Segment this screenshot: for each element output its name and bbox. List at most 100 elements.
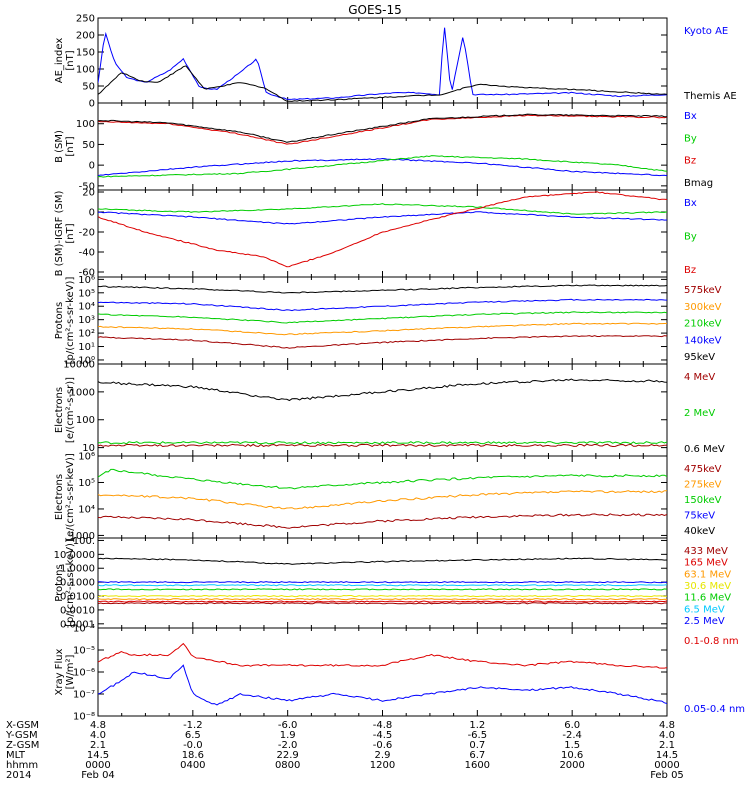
y-tick-label: 50	[82, 82, 95, 93]
panel-frame	[97, 627, 668, 717]
y-tick-label: 0	[89, 161, 95, 172]
legend-11-6-mev: 11.6 MeV	[684, 593, 731, 604]
y-tick-label: -60	[79, 268, 95, 279]
footer-value: 0.7	[469, 740, 485, 751]
y-tick-label: 1000	[70, 387, 95, 398]
series-line-by	[98, 155, 667, 178]
footer-value: 14.5	[656, 750, 678, 761]
legend-433-mev: 433 MeV	[684, 546, 728, 557]
panel-ae: 0 50 100 150 200 250 AE_index [nT] Kyoto AE Themi…	[54, 14, 737, 110]
panel-frame	[97, 17, 668, 104]
series-line-by	[98, 203, 667, 215]
panel-bsm: -50 0 50 100 B (SM) [nT] Bx By Bz Bmag	[54, 102, 713, 192]
y-tick-label: 50	[82, 140, 95, 151]
series-line-40kev	[98, 447, 667, 449]
series-line-150kev	[98, 468, 667, 490]
y-tick-label: 10⁻⁵	[73, 646, 95, 657]
y-axis-label: AE_index	[54, 38, 65, 84]
footer-value: 10.6	[561, 750, 583, 761]
series-line-575kev	[98, 335, 667, 349]
series-line-30-6-mev	[98, 594, 667, 598]
legend-bx: Bx	[684, 111, 697, 122]
y-tick-label: 10¹	[78, 342, 95, 353]
footer-row-label: MLT	[6, 750, 26, 761]
series-line-2-5-mev	[98, 581, 667, 584]
series-line-0-6-mev	[98, 378, 667, 402]
footer-value: Feb 04	[81, 770, 115, 781]
legend-6-5-mev: 6.5 MeV	[684, 604, 725, 615]
footer-value: 22.9	[277, 750, 299, 761]
y-tick-label: -20	[79, 228, 95, 239]
footer-value: -2.0	[278, 740, 298, 751]
legend-75kev: 75keV	[684, 511, 715, 522]
y-tick-label: 10⁶	[78, 275, 95, 286]
y-tick-label: 200	[76, 31, 95, 42]
y-tick-label: 0.0010	[60, 605, 95, 616]
y-tick-label: 0	[89, 99, 95, 110]
footer-value: 4.0	[659, 730, 675, 741]
series-line-bx	[98, 157, 667, 177]
y-tick-label: 0.0001	[60, 619, 95, 630]
legend-2-mev: 2 MeV	[684, 408, 715, 419]
y-axis-label: [p/(cm²-s-sr-keV)]	[65, 539, 76, 627]
footer-value: 1.5	[564, 740, 580, 751]
y-tick-label: 100.	[73, 536, 95, 547]
y-tick-label: 100	[76, 119, 95, 130]
y-tick-label: 10⁴	[78, 504, 95, 515]
y-tick-label: 0.0100	[60, 592, 95, 603]
legend-bmag: Bmag	[684, 178, 713, 189]
legend-210kev: 210keV	[684, 319, 722, 330]
footer-value: 6.0	[564, 720, 580, 731]
y-tick-label: 10⁵	[78, 288, 95, 299]
legend-475kev: 475keV	[684, 464, 722, 475]
series-group	[98, 447, 667, 529]
panel-protons1: 10⁰ 10¹ 10² 10³ 10⁴ 10⁵ 10⁶ Protons [p/(cm²-s-sr…	[54, 275, 722, 367]
legend-95kev: 95keV	[684, 352, 715, 363]
series-line-4-mev	[98, 443, 667, 448]
y-axis-label: [nT]	[65, 50, 76, 70]
footer-value: 2000	[559, 760, 584, 771]
legend-bz: Bz	[684, 265, 696, 276]
legend-40kev: 40keV	[684, 526, 715, 537]
series-line-300kev	[98, 322, 667, 336]
series-line-0-1-0-8-nm	[98, 642, 667, 669]
series-line-165-mev	[98, 600, 667, 603]
footer-value: 4.8	[659, 720, 675, 731]
panel-frame	[97, 455, 668, 539]
legend-30-6-mev: 30.6 MeV	[684, 581, 731, 592]
legend-0-05-0-4-nm: 0.05-0.4 nm	[684, 704, 745, 715]
y-tick-label: 1000	[70, 531, 95, 542]
series-line-0-05-0-4-nm	[98, 664, 667, 706]
panel-electrons1: 10 100 1000 10000 Electrons [e/(cm²-s-sr)] 4 M…	[54, 360, 725, 457]
footer-value: 1200	[370, 760, 395, 771]
footer-value: -4.8	[373, 720, 393, 731]
footer-value: 0400	[180, 760, 205, 771]
legend-300kev: 300keV	[684, 302, 722, 313]
footer-value: 0800	[275, 760, 300, 771]
footer-value: 0000	[85, 760, 110, 771]
y-tick-label: 0	[89, 208, 95, 219]
y-axis-label: B (SM)	[54, 130, 65, 163]
series-group	[98, 191, 667, 268]
footer-value: 2.1	[90, 740, 106, 751]
y-tick-label: 10⁶	[78, 452, 95, 463]
y-tick-label: -40	[79, 248, 95, 259]
footer-value: -0.0	[183, 740, 203, 751]
legend-by: By	[684, 232, 697, 243]
y-tick-label: 20	[82, 188, 95, 199]
series-line-75kev	[98, 447, 667, 449]
series-line-kyoto-ae	[98, 27, 667, 101]
footer-value: 2.9	[375, 750, 391, 761]
legend-bx: Bx	[684, 198, 697, 209]
series-line-140kev	[98, 298, 667, 312]
y-tick-label: 150	[76, 48, 95, 59]
y-axis-label: B (SM)-IGRF (SM)	[54, 191, 65, 277]
series-group	[98, 557, 667, 605]
footer-value: -4.5	[373, 730, 393, 741]
footer-row-label: Y-GSM	[5, 730, 38, 741]
footer-value: 14.5	[87, 750, 109, 761]
footer-value: 1.9	[280, 730, 296, 741]
series-line-433-mev	[98, 602, 667, 605]
y-tick-label: 100	[76, 415, 95, 426]
